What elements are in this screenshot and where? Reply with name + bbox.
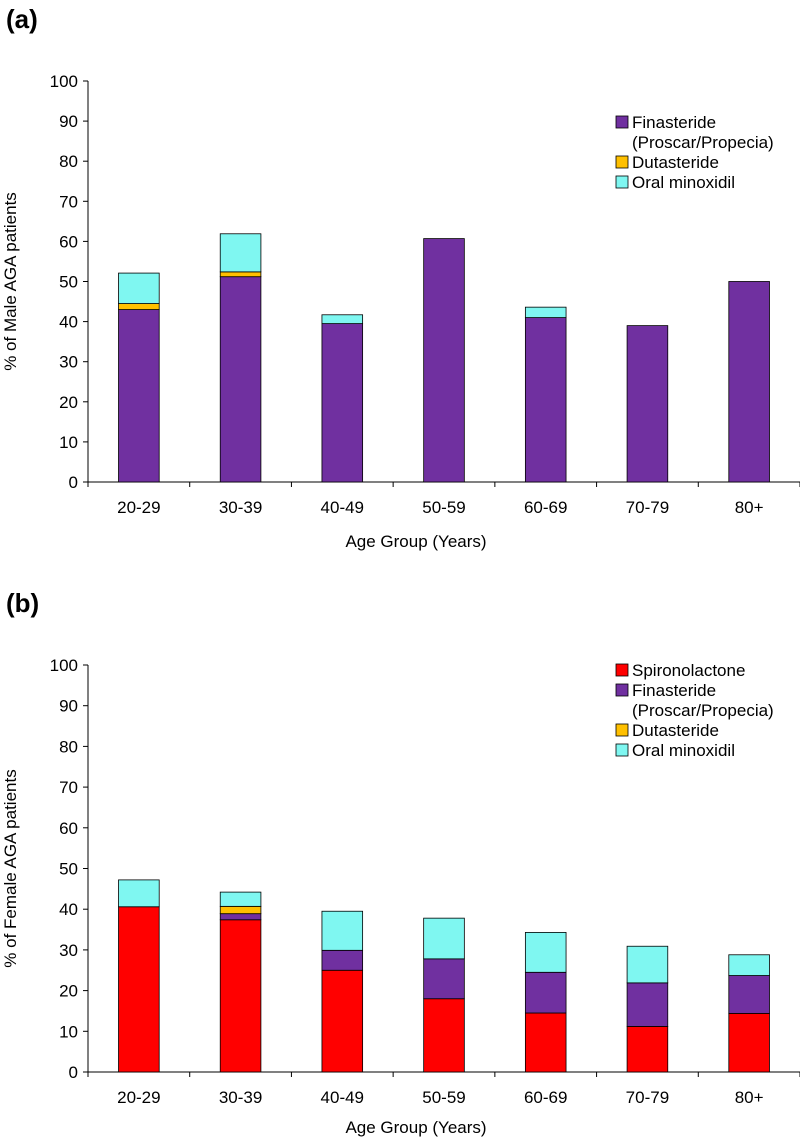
bar-oral-minoxidil (321, 910, 364, 951)
bar-spironolactone (626, 1026, 669, 1073)
bar-finasteride (423, 238, 465, 483)
bar-dutasteride (219, 271, 262, 278)
y-tick-label: 80 (59, 152, 78, 171)
legend-label: Oral minoxidil (632, 173, 735, 192)
x-tick-label: 50-59 (422, 1088, 465, 1107)
y-axis-title: % of Female AGA patients (1, 769, 20, 967)
legend-label: (Proscar/Propecia) (632, 133, 774, 152)
bar-finasteride (728, 975, 770, 1014)
y-tick-label: 40 (59, 313, 78, 332)
legend-swatch (615, 155, 629, 169)
chart-panel-a: (a) 0 10 20 30 40 50 60 70 80 90 100 20-29 30-39 40-49… (1, 4, 800, 551)
y-tick-label: 90 (59, 112, 78, 131)
legend-swatch (615, 115, 629, 129)
bar-finasteride (728, 281, 770, 483)
y-tick-label: 30 (59, 941, 78, 960)
legend-swatch (615, 175, 629, 189)
legend-label: Dutasteride (632, 721, 719, 740)
bar-finasteride (219, 276, 262, 483)
bar-spironolactone (524, 1012, 567, 1073)
bar-spironolactone (118, 906, 160, 1073)
bar-finasteride (219, 913, 262, 921)
bar-finasteride (321, 323, 364, 483)
y-tick-label: 50 (59, 273, 78, 292)
x-axis-title: Age Group (Years) (345, 532, 486, 551)
legend-label: Finasteride (632, 681, 716, 700)
y-tick-label: 70 (59, 192, 78, 211)
bar-oral-minoxidil (219, 233, 262, 273)
legend-label: Finasteride (632, 113, 716, 132)
bar-oral-minoxidil (524, 306, 567, 318)
bar-dutasteride (219, 905, 262, 915)
x-tick-label: 20-29 (117, 498, 160, 517)
bar-oral-minoxidil (321, 314, 364, 325)
bar-finasteride (423, 958, 465, 1000)
y-tick-label: 40 (59, 900, 78, 919)
legend-label: Spironolactone (632, 661, 745, 680)
bar-oral-minoxidil (219, 891, 262, 907)
bar-finasteride (118, 309, 160, 483)
y-tick-label: 30 (59, 353, 78, 372)
x-tick-label: 30-39 (219, 1088, 262, 1107)
panel-label: (b) (6, 588, 39, 618)
x-tick-label: 80+ (735, 1088, 764, 1107)
y-tick-label: 80 (59, 737, 78, 756)
bar-dutasteride (118, 303, 160, 310)
x-tick-label: 80+ (735, 498, 764, 517)
y-tick-label: 0 (69, 1063, 78, 1082)
bar-oral-minoxidil (423, 917, 465, 960)
bar-finasteride (524, 971, 567, 1014)
bar-spironolactone (728, 1012, 770, 1073)
x-tick-label: 60-69 (524, 498, 567, 517)
y-axis-title: % of Male AGA patients (1, 192, 20, 371)
y-tick-label: 50 (59, 860, 78, 879)
legend-label: Dutasteride (632, 153, 719, 172)
y-tick-label: 60 (59, 819, 78, 838)
bar-finasteride (524, 317, 567, 483)
y-tick-label: 100 (50, 72, 78, 91)
y-tick-label: 0 (69, 473, 78, 492)
bar-oral-minoxidil (626, 945, 669, 984)
bar-finasteride (626, 325, 669, 483)
y-tick-label: 20 (59, 982, 78, 1001)
y-tick-label: 10 (59, 433, 78, 452)
legend-swatch (615, 723, 629, 737)
x-tick-label: 40-49 (321, 498, 364, 517)
legend-swatch (615, 743, 629, 757)
chart-panel-b: (b) 0 10 20 30 40 50 60 70 80 90 100 20-29 30-39 40-49… (1, 588, 800, 1137)
y-tick-label: 70 (59, 778, 78, 797)
x-tick-label: 70-79 (626, 498, 669, 517)
bar-oral-minoxidil (728, 954, 770, 976)
x-tick-label: 50-59 (422, 498, 465, 517)
y-tick-label: 100 (50, 656, 78, 675)
x-tick-label: 70-79 (626, 1088, 669, 1107)
x-tick-label: 60-69 (524, 1088, 567, 1107)
y-tick-label: 10 (59, 1022, 78, 1041)
y-tick-label: 90 (59, 697, 78, 716)
bar-oral-minoxidil (118, 879, 160, 908)
bar-oral-minoxidil (118, 272, 160, 304)
legend-swatch (615, 663, 629, 677)
x-tick-label: 20-29 (117, 1088, 160, 1107)
legend-swatch (615, 683, 629, 697)
bar-spironolactone (321, 969, 364, 1073)
x-tick-label: 30-39 (219, 498, 262, 517)
legend-label: Oral minoxidil (632, 741, 735, 760)
x-axis-title: Age Group (Years) (345, 1118, 486, 1137)
bar-spironolactone (423, 998, 465, 1073)
y-tick-label: 60 (59, 232, 78, 251)
panel-label: (a) (6, 4, 38, 34)
x-tick-label: 40-49 (321, 1088, 364, 1107)
bar-finasteride (626, 982, 669, 1027)
bar-oral-minoxidil (524, 931, 567, 973)
bar-spironolactone (219, 919, 262, 1073)
legend-label: (Proscar/Propecia) (632, 701, 774, 720)
y-tick-label: 20 (59, 393, 78, 412)
bar-finasteride (321, 949, 364, 971)
